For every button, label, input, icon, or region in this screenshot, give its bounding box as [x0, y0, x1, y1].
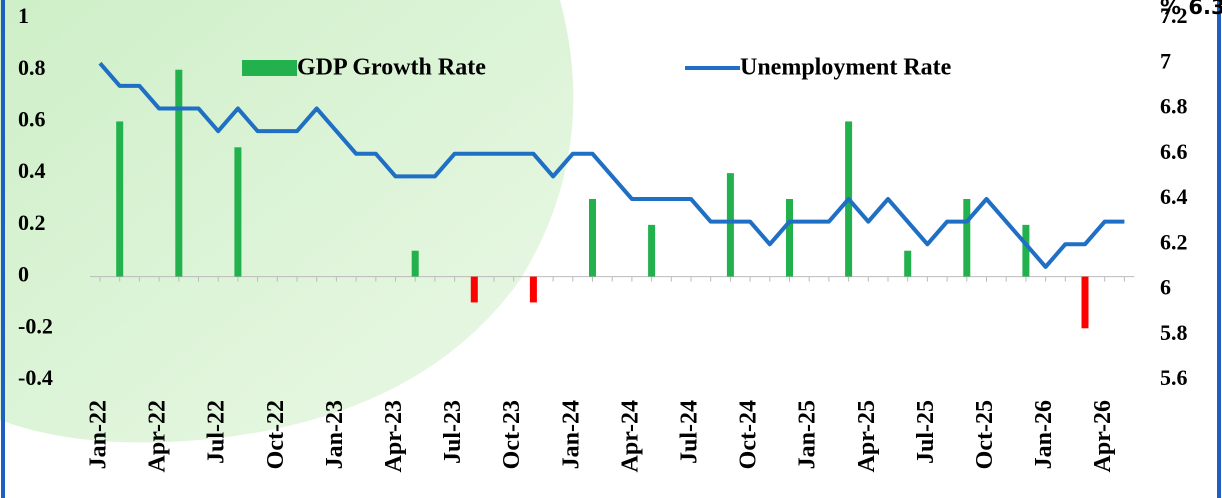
- bar: [1081, 276, 1089, 329]
- legend-label: GDP Growth Rate: [297, 55, 486, 81]
- legend-label: Unemployment Rate: [740, 55, 952, 81]
- y2-tick-label: 6.8: [1160, 94, 1188, 119]
- x-tick-label: Oct-25: [972, 400, 998, 469]
- bar: [175, 69, 183, 277]
- bar: [589, 199, 596, 277]
- x-tick-label: Jan-22: [86, 400, 112, 469]
- legend-swatch: [242, 60, 297, 76]
- y-tick-label: -0.2: [18, 313, 53, 338]
- y-tick-label: 0.6: [18, 106, 46, 131]
- y2-tick-label: 6.6: [1160, 139, 1188, 164]
- y-tick-label: 0.4: [18, 158, 46, 183]
- y2-tick-label: 5.6: [1160, 365, 1188, 390]
- x-tick-label: Oct-23: [499, 400, 525, 469]
- x-tick-label: Jul-22: [204, 400, 230, 464]
- x-tick-label: Oct-24: [736, 400, 762, 469]
- x-tick-label: Apr-24: [617, 400, 643, 472]
- bar: [411, 250, 419, 277]
- bar: [726, 173, 734, 277]
- x-tick-label: Jul-23: [440, 400, 466, 464]
- y2-tick-label: 7.2: [1160, 3, 1188, 28]
- x-tick-label: Jan-23: [322, 400, 348, 469]
- watermark: [0, 0, 574, 443]
- x-tick-label: Apr-22: [145, 400, 171, 472]
- x-tick-label: Jul-24: [677, 400, 703, 464]
- y-tick-label: 0.2: [18, 210, 46, 235]
- y-tick-label: 0.8: [18, 55, 46, 80]
- y-tick-label: 1: [18, 3, 29, 28]
- chart-title: نمو بمقدار 0.2% في ظل ارتفاع معدل البطال…: [1160, 0, 1222, 19]
- line: [98, 61, 1125, 269]
- bar: [963, 199, 971, 277]
- y2-tick-label: 6: [1160, 275, 1171, 300]
- y2-tick-label: 6.4: [1160, 184, 1188, 209]
- x-tick-label: Jan-24: [558, 400, 584, 469]
- x-tick-label: Apr-26: [1090, 400, 1116, 472]
- y2-tick-label: 7: [1160, 48, 1171, 73]
- bar: [904, 250, 912, 277]
- x-tick-label: Apr-25: [854, 400, 880, 472]
- y2-tick-label: 6.2: [1160, 229, 1188, 254]
- bar: [529, 276, 537, 303]
- y-tick-label: 0: [18, 262, 29, 287]
- bar: [470, 276, 478, 303]
- y-tick-label: -0.4: [18, 365, 53, 390]
- x-tick-label: Oct-22: [263, 400, 289, 469]
- x-tick-label: Jan-25: [795, 400, 821, 469]
- bar: [234, 147, 242, 277]
- y2-tick-label: 5.8: [1160, 320, 1188, 345]
- bar: [786, 199, 793, 277]
- bar: [648, 224, 656, 277]
- x-tick-label: Apr-23: [381, 400, 407, 472]
- bar: [1022, 224, 1030, 277]
- x-tick-label: Jul-25: [913, 400, 939, 464]
- x-tick-label: Jan-26: [1031, 400, 1057, 469]
- bar: [116, 121, 124, 277]
